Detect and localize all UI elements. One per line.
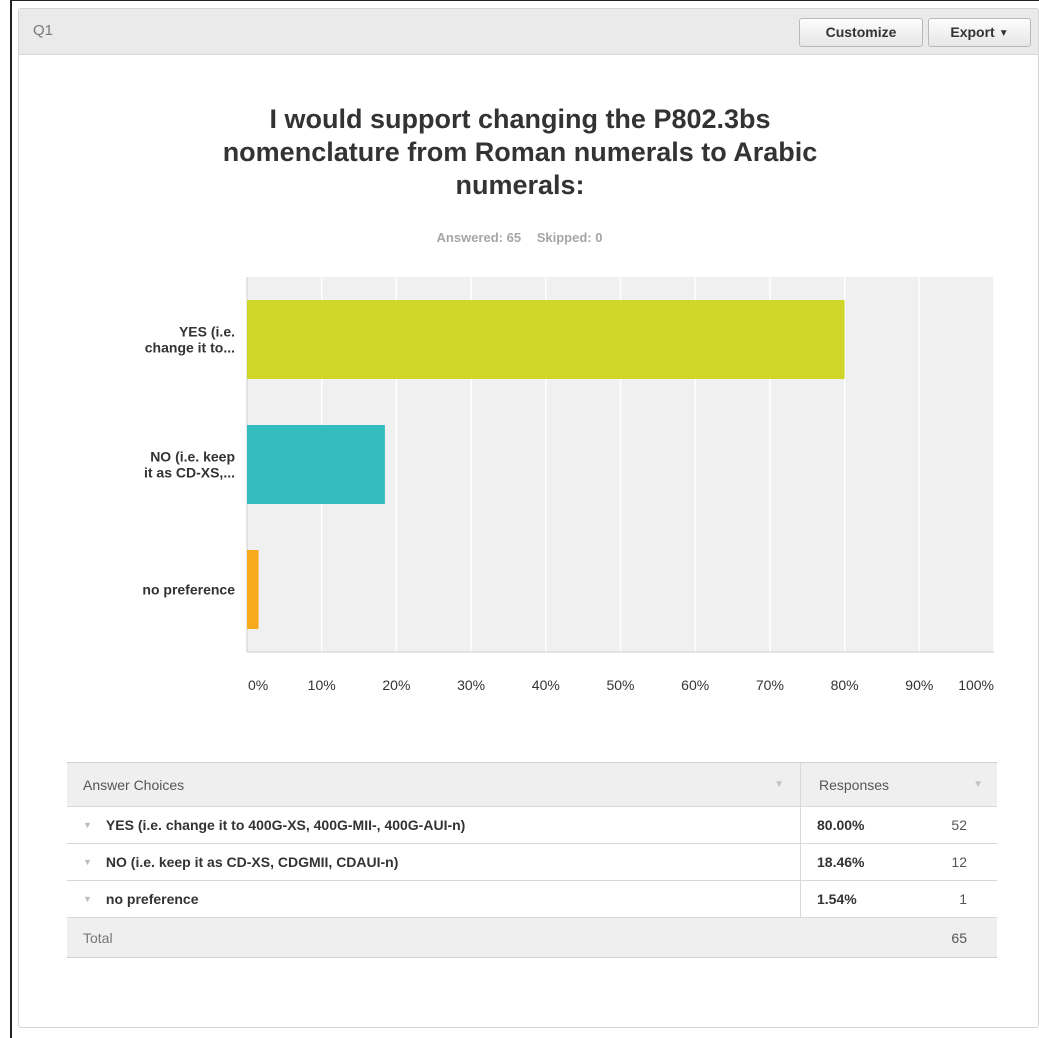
- response-count: 12: [951, 854, 967, 870]
- response-count: 1: [959, 891, 967, 907]
- table-total-row: Total 65: [67, 918, 997, 958]
- total-label: Total: [83, 929, 113, 946]
- response-stats: Answered: 65 Skipped: 0: [0, 230, 1039, 245]
- table-header-row: Answer Choices ▼ Responses ▼: [67, 763, 997, 807]
- x-tick-label: 100%: [958, 677, 994, 693]
- category-label: it as CD-XS,...: [144, 465, 235, 481]
- answer-choice: YES (i.e. change it to 400G-XS, 400G-MII…: [105, 817, 466, 833]
- chevron-down-icon: ▼: [998, 28, 1009, 39]
- response-percent: 18.46%: [817, 854, 865, 870]
- table-row: ▼ no preference 1.54% 1: [67, 881, 997, 918]
- x-tick-label: 80%: [831, 677, 859, 693]
- bar-1[interactable]: [247, 425, 385, 504]
- x-tick-label: 70%: [756, 677, 784, 693]
- answer-choice: NO (i.e. keep it as CD-XS, CDGMII, CDAUI…: [105, 854, 399, 870]
- x-tick-label: 60%: [681, 677, 709, 693]
- x-tick-label: 10%: [308, 677, 336, 693]
- answered-count: Answered: 65: [436, 230, 522, 245]
- response-percent: 80.00%: [817, 817, 865, 833]
- sort-caret-icon: ▼: [774, 779, 784, 790]
- export-label: Export: [950, 24, 995, 40]
- header-responses[interactable]: Responses ▼: [819, 776, 983, 793]
- x-tick-label: 40%: [532, 677, 560, 693]
- category-label: change it to...: [145, 340, 235, 356]
- sort-caret-icon: ▼: [973, 779, 983, 790]
- export-button[interactable]: Export ▼: [928, 18, 1031, 47]
- responses-table: Answer Choices ▼ Responses ▼ ▼ YES (i.e.…: [67, 762, 997, 958]
- x-tick-label: 90%: [905, 677, 933, 693]
- table-row: ▼ NO (i.e. keep it as CD-XS, CDGMII, CDA…: [67, 844, 997, 881]
- table-row: ▼ YES (i.e. change it to 400G-XS, 400G-M…: [67, 807, 997, 844]
- expand-caret-icon[interactable]: ▼: [83, 894, 92, 904]
- total-count: 65: [951, 929, 967, 946]
- expand-caret-icon[interactable]: ▼: [83, 820, 92, 830]
- x-tick-label: 30%: [457, 677, 485, 693]
- x-tick-label: 50%: [606, 677, 634, 693]
- chart-title: I would support changing the P802.3bs no…: [222, 104, 818, 200]
- panel-header: Q1 Customize Export ▼: [19, 9, 1038, 55]
- customize-button[interactable]: Customize: [799, 18, 923, 47]
- bar-0[interactable]: [247, 300, 845, 379]
- bar-2[interactable]: [247, 550, 259, 629]
- x-tick-label: 20%: [382, 677, 410, 693]
- window-frame: [10, 0, 1039, 1038]
- category-label: NO (i.e. keep: [150, 449, 235, 465]
- expand-caret-icon[interactable]: ▼: [83, 857, 92, 867]
- category-label: no preference: [142, 582, 235, 598]
- x-tick-label: 0%: [248, 677, 268, 693]
- header-answer-choices[interactable]: Answer Choices ▼: [67, 763, 801, 806]
- response-percent: 1.54%: [817, 891, 857, 907]
- answer-choice: no preference: [105, 891, 199, 907]
- skipped-count: Skipped: 0: [536, 230, 603, 245]
- response-count: 52: [951, 817, 967, 833]
- bar-chart: YES (i.e.change it to... NO (i.e. keepit …: [142, 277, 995, 693]
- category-label: YES (i.e.: [179, 324, 235, 340]
- question-number: Q1: [33, 22, 54, 39]
- customize-label: Customize: [825, 24, 897, 40]
